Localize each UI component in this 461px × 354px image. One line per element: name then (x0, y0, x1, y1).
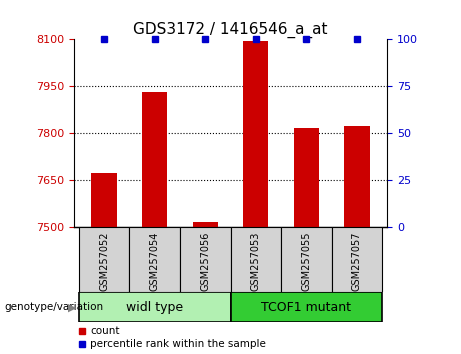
Bar (230, 292, 382, 322)
Bar (344, 126, 370, 227)
Bar (281, 227, 331, 292)
Text: TCOF1 mutant: TCOF1 mutant (261, 301, 351, 314)
Text: GSM257055: GSM257055 (301, 232, 311, 291)
Text: GSM257053: GSM257053 (251, 232, 261, 291)
Text: ▶: ▶ (68, 302, 77, 312)
Text: GSM257057: GSM257057 (352, 232, 362, 291)
Bar (193, 222, 218, 227)
Text: widl type: widl type (126, 301, 183, 314)
Bar (331, 227, 382, 292)
Text: genotype/variation: genotype/variation (5, 302, 104, 312)
Bar (91, 173, 117, 227)
Bar (243, 40, 268, 227)
Legend: count, percentile rank within the sample: count, percentile rank within the sample (74, 322, 271, 354)
Text: GSM257052: GSM257052 (99, 232, 109, 291)
Text: GSM257054: GSM257054 (150, 232, 160, 291)
Bar (142, 92, 167, 227)
Text: GSM257056: GSM257056 (200, 232, 210, 291)
Bar (230, 227, 281, 292)
Bar (79, 227, 130, 292)
Title: GDS3172 / 1416546_a_at: GDS3172 / 1416546_a_at (133, 21, 328, 38)
Bar (180, 227, 230, 292)
Bar (130, 227, 180, 292)
Bar (294, 128, 319, 227)
Bar (79, 292, 230, 322)
